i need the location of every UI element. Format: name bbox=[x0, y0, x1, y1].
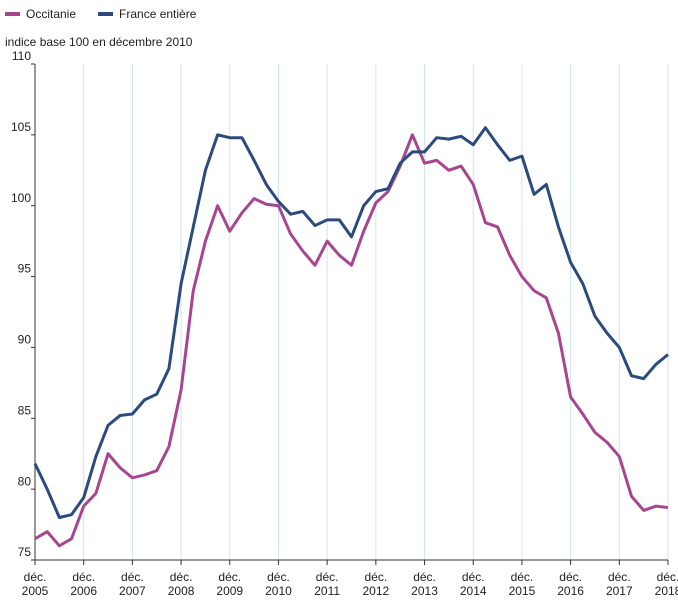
legend-swatch bbox=[98, 12, 114, 16]
x-tick-label: 2007 bbox=[119, 584, 146, 598]
x-tick-label: déc. bbox=[121, 570, 144, 584]
x-tick-label: 2015 bbox=[509, 584, 536, 598]
x-tick-label: déc. bbox=[72, 570, 95, 584]
x-tick-label: 2008 bbox=[168, 584, 195, 598]
x-tick-label: 2005 bbox=[22, 584, 49, 598]
legend-swatch bbox=[5, 12, 20, 16]
y-tick-label: 85 bbox=[18, 403, 32, 417]
x-tick-label: 2011 bbox=[314, 584, 340, 598]
x-tick-label: 2013 bbox=[411, 584, 438, 598]
x-tick-label: 2010 bbox=[265, 584, 292, 598]
x-tick-label: 2012 bbox=[362, 584, 389, 598]
x-tick-label: 2006 bbox=[70, 584, 97, 598]
legend-label: Occitanie bbox=[26, 7, 76, 21]
x-tick-label: déc. bbox=[462, 570, 485, 584]
x-tick-label: 2009 bbox=[216, 584, 243, 598]
y-tick-label: 90 bbox=[18, 333, 32, 347]
x-tick-label: déc. bbox=[365, 570, 388, 584]
y-tick-label: 80 bbox=[18, 474, 32, 488]
data-line bbox=[33, 126, 669, 519]
y-tick-label: 95 bbox=[18, 262, 32, 276]
x-tick-label: 2016 bbox=[557, 584, 584, 598]
x-tick-label: déc. bbox=[267, 570, 290, 584]
x-tick-label: déc. bbox=[170, 570, 193, 584]
data-line bbox=[34, 133, 669, 548]
x-tick-label: déc. bbox=[24, 570, 47, 584]
x-tick-label: déc. bbox=[559, 570, 582, 584]
y-tick-label: 110 bbox=[12, 49, 31, 63]
x-tick-label: déc. bbox=[511, 570, 534, 584]
x-tick-label: 2018 bbox=[655, 584, 678, 598]
chart-subtitle: indice base 100 en décembre 2010 bbox=[5, 35, 193, 49]
x-tick-label: 2014 bbox=[460, 584, 487, 598]
x-tick-label: déc. bbox=[657, 570, 678, 584]
x-tick-label: 2017 bbox=[606, 584, 633, 598]
x-tick-label: déc. bbox=[218, 570, 241, 584]
x-tick-label: déc. bbox=[413, 570, 436, 584]
x-tick-label: déc. bbox=[316, 570, 339, 584]
y-tick-label: 75 bbox=[18, 545, 32, 559]
legend-label: France entière bbox=[119, 7, 197, 21]
y-tick-label: 105 bbox=[11, 120, 31, 134]
y-tick-label: 100 bbox=[11, 191, 31, 205]
x-tick-label: déc. bbox=[608, 570, 631, 584]
